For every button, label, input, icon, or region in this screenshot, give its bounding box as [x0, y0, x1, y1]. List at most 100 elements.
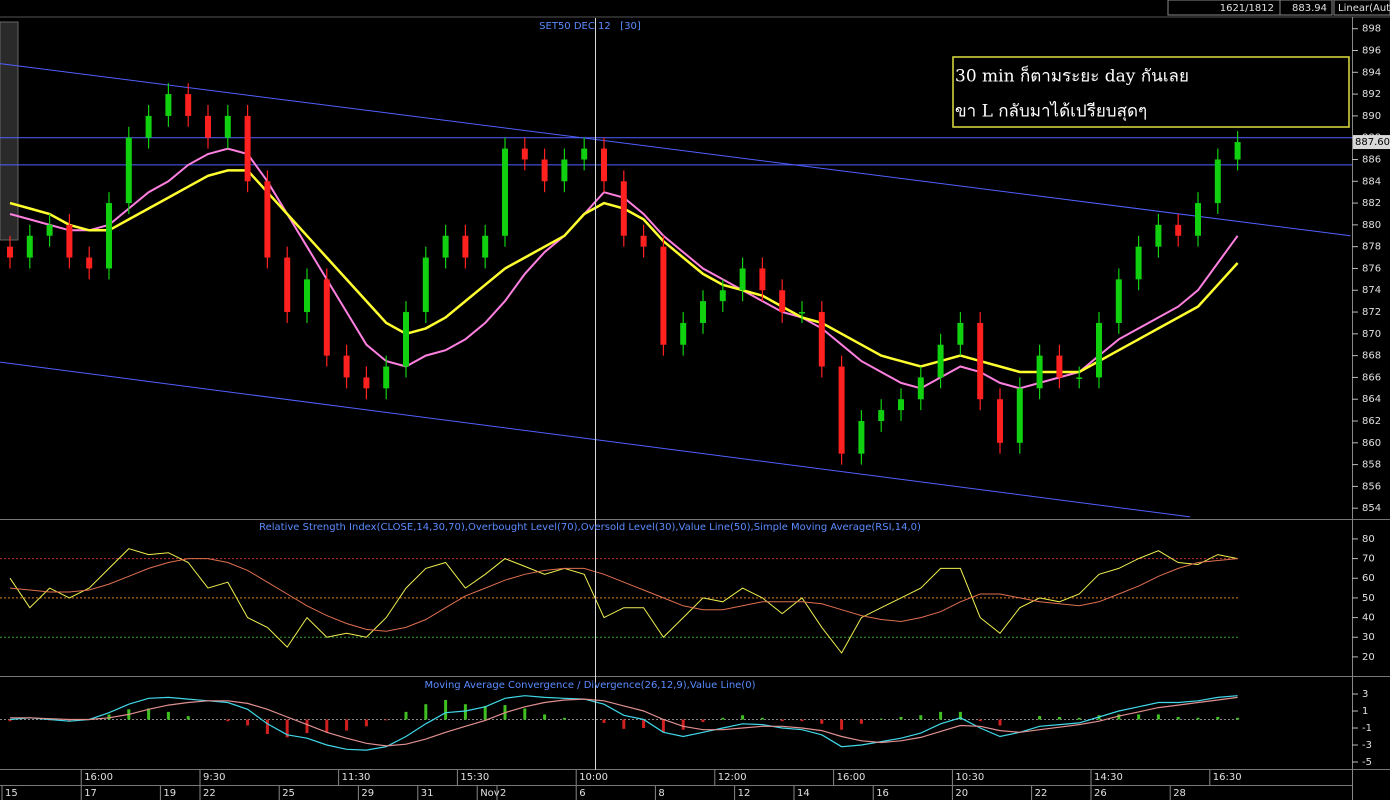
histogram-bar	[602, 719, 606, 723]
candle-body	[917, 377, 924, 400]
time-label: 10:00	[579, 772, 608, 783]
histogram-bar	[483, 705, 487, 720]
candle-body	[383, 366, 390, 389]
bars-count: 1621/1812	[1220, 3, 1274, 14]
candle-body	[739, 268, 746, 291]
candle-body	[1036, 355, 1043, 389]
candle-body	[86, 257, 93, 269]
price-box	[1279, 0, 1333, 16]
y-tick-label: 50	[1362, 593, 1375, 604]
candle-body	[1175, 224, 1182, 236]
histogram-bar	[1117, 714, 1121, 720]
chart-title: SET50 DEC 12 [30]	[539, 21, 641, 32]
scale-mode[interactable]: Linear(Aut	[1338, 3, 1390, 14]
candle-body	[323, 279, 330, 356]
histogram-bar	[1038, 716, 1042, 720]
y-tick-label: 890	[1362, 111, 1381, 122]
candle-body	[1195, 203, 1201, 236]
histogram-bar	[147, 708, 151, 720]
y-tick-label: 898	[1362, 24, 1381, 35]
histogram-bar	[1236, 717, 1240, 720]
histogram-bar	[780, 719, 784, 722]
scale-box	[1333, 0, 1390, 16]
candle-body	[838, 366, 845, 454]
y-tick-label: 896	[1362, 46, 1381, 57]
candle-body	[502, 148, 508, 236]
histogram-bar	[721, 717, 725, 720]
candle-body	[858, 421, 865, 454]
date-label: 20	[955, 788, 968, 799]
histogram-bar	[246, 719, 250, 726]
y-tick-label: 892	[1362, 89, 1381, 100]
candle-body	[799, 312, 805, 314]
histogram-bar	[1077, 717, 1081, 720]
candle-body	[977, 322, 984, 400]
candle-body	[1135, 246, 1142, 280]
y-tick-label: 1	[1362, 706, 1368, 717]
candle-body	[264, 181, 271, 258]
histogram-bar	[364, 719, 368, 727]
candle-body	[1076, 377, 1083, 379]
histogram-bar	[8, 719, 12, 722]
histogram-bar	[741, 715, 745, 720]
y-tick-label: 866	[1362, 372, 1381, 383]
y-tick-label: 40	[1362, 613, 1375, 624]
candle-body	[304, 279, 310, 313]
last-price-label: 887.60	[1355, 137, 1390, 148]
candle-body	[422, 257, 429, 313]
annotation-box	[952, 56, 1350, 128]
date-label: 22	[203, 788, 216, 799]
candle-body	[125, 137, 132, 204]
histogram-bar	[661, 719, 665, 733]
candle-body	[403, 312, 409, 367]
y-tick-label: 886	[1362, 154, 1381, 165]
histogram-bar	[701, 719, 705, 723]
y-tick-label: 876	[1362, 263, 1381, 274]
candle-body	[680, 322, 687, 345]
time-label: 16:30	[1213, 772, 1242, 783]
histogram-bar	[1156, 714, 1160, 720]
time-label: 16:00	[84, 772, 113, 783]
date-label: 15	[5, 788, 18, 799]
histogram-bar	[820, 719, 824, 724]
histogram-bar	[345, 719, 349, 731]
current-price: 883.94	[1292, 3, 1327, 14]
y-tick-label: -5	[1362, 757, 1372, 768]
candle-body	[66, 224, 73, 258]
candle-body	[541, 159, 548, 182]
side-panel[interactable]	[0, 21, 19, 241]
histogram-bar	[919, 715, 923, 720]
histogram-bar	[1216, 716, 1220, 720]
candle-body	[581, 148, 588, 160]
candle-body	[1155, 224, 1162, 247]
indicator-line	[9, 548, 1238, 654]
time-label: 10:30	[955, 772, 984, 783]
y-tick-label: 894	[1362, 67, 1381, 78]
candle-body	[898, 399, 904, 411]
y-tick-label: -3	[1362, 740, 1372, 751]
candle-body	[878, 410, 885, 422]
macd-title: Moving Average Convergence / Divergence(…	[425, 680, 756, 691]
y-tick-label: 864	[1362, 394, 1381, 405]
histogram-bar	[562, 717, 566, 720]
candle-body	[224, 115, 231, 138]
candle-body	[521, 148, 528, 160]
candle-body	[284, 257, 291, 313]
candle-body	[700, 301, 706, 323]
candle-body	[145, 115, 152, 138]
candle-body	[957, 322, 964, 345]
date-label: 16	[876, 788, 889, 799]
y-tick-label: 870	[1362, 329, 1381, 340]
time-label: 16:00	[837, 772, 866, 783]
trend-line	[0, 63, 1351, 237]
time-label: 11:30	[342, 772, 371, 783]
histogram-bar	[543, 714, 547, 720]
histogram-bar	[325, 719, 329, 733]
date-label: 17	[84, 788, 97, 799]
indicator-line	[9, 558, 1238, 632]
y-tick-label: 70	[1362, 554, 1375, 565]
y-tick-label: 854	[1362, 503, 1381, 514]
histogram-bar	[879, 718, 883, 720]
candle-body	[244, 115, 251, 182]
